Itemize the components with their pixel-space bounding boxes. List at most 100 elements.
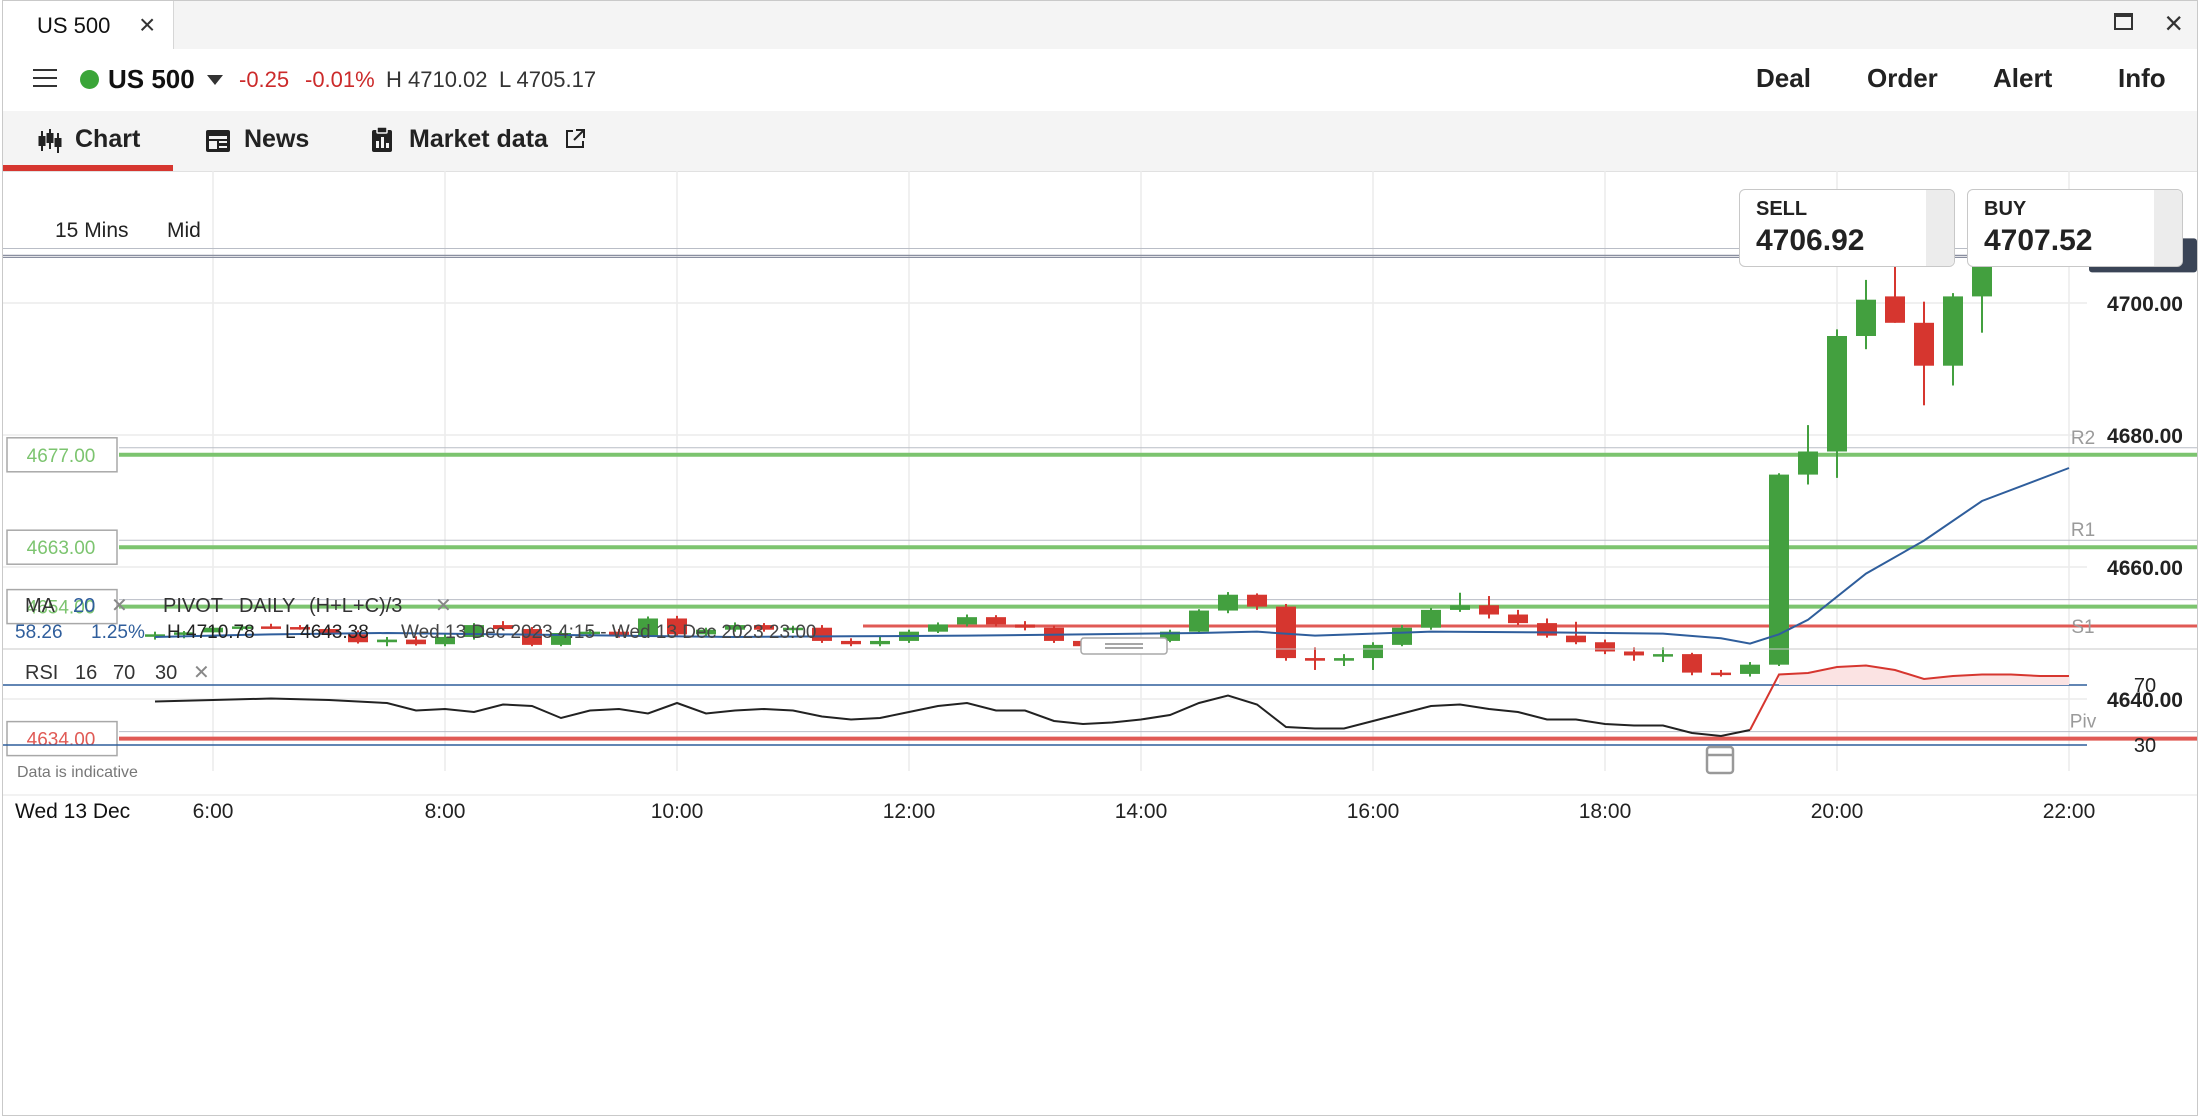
candle-down xyxy=(522,629,542,645)
deal-button[interactable]: Deal xyxy=(1756,63,1811,93)
candle-down xyxy=(406,639,426,645)
candle-up xyxy=(551,633,571,645)
candle-up xyxy=(1856,299,1876,336)
price-axis-label: 4640.00 xyxy=(2107,689,2183,712)
stats-pct: 1.25% xyxy=(91,622,145,643)
ma-line xyxy=(154,467,2070,645)
info-button[interactable]: Info xyxy=(2118,63,2166,93)
menu-icon[interactable] xyxy=(33,69,57,87)
chevron-down-icon[interactable] xyxy=(207,75,223,85)
ma-legend-period: 20 xyxy=(73,595,95,617)
rsi-axis-label: 30 xyxy=(2134,735,2156,757)
candle-down xyxy=(1595,642,1615,652)
candle-up xyxy=(1392,627,1412,645)
sell-button[interactable]: SELL 4706.92 xyxy=(1739,189,1955,267)
pivot-value-label: 4634.00 xyxy=(27,730,96,751)
pivot-level-name: R2 xyxy=(2071,428,2095,449)
pane-resize-handle[interactable] xyxy=(1080,637,1168,655)
time-axis-label: 16:00 xyxy=(1347,800,1400,823)
rsi-remove-icon[interactable]: ✕ xyxy=(193,662,210,684)
pivot-level-name: Piv xyxy=(2070,712,2097,733)
candle-down xyxy=(261,626,281,629)
instrument-name[interactable]: US 500 xyxy=(108,64,195,94)
pivot-value-tag xyxy=(6,720,118,757)
candle-up xyxy=(1740,664,1760,674)
candle-down xyxy=(812,627,832,641)
stats-high: H 4710.78 xyxy=(167,622,255,643)
candle-down xyxy=(1015,624,1035,628)
pivot-legend-formula: (H+L+C)/3 xyxy=(309,595,402,617)
candlestick-icon xyxy=(38,129,62,153)
pivot-value-label: 4663.00 xyxy=(27,538,96,559)
alert-button[interactable]: Alert xyxy=(1993,63,2053,93)
price-change: -0.25 xyxy=(239,67,290,92)
maximize-icon[interactable] xyxy=(2114,13,2133,30)
candle-up xyxy=(1363,644,1383,659)
stats-last: 58.26 xyxy=(15,622,63,643)
rsi-legend-period: 16 xyxy=(75,662,97,684)
candle-up xyxy=(232,626,252,629)
stats-range: Wed 13 Dec 2023 4:15 - Wed 13 Dec 2023 2… xyxy=(401,622,816,643)
candle-down xyxy=(609,631,629,637)
candle-down xyxy=(1914,322,1934,366)
pivot-label-s1: S1 xyxy=(2071,617,2094,638)
day-low: L 4705.17 xyxy=(499,67,597,92)
pivot-value-label: 4677.00 xyxy=(27,446,96,467)
pivot-remove-icon[interactable]: ✕ xyxy=(435,595,452,617)
interval-selector[interactable]: 15 Mins xyxy=(55,219,129,242)
candle-down xyxy=(1682,654,1702,673)
tab-market-data[interactable]: Market data xyxy=(409,125,548,153)
pivot-value-tag xyxy=(6,588,118,625)
candle-up xyxy=(725,625,745,630)
candle-up xyxy=(464,625,484,637)
external-link-icon[interactable] xyxy=(564,128,586,150)
ma-legend-label: MA xyxy=(25,595,56,617)
order-button[interactable]: Order xyxy=(1867,63,1938,93)
newspaper-icon xyxy=(206,130,230,152)
candle-down xyxy=(1566,635,1586,643)
time-axis-label: 22:00 xyxy=(2043,800,2096,823)
tab-news[interactable]: News xyxy=(244,125,310,153)
price-type-selector[interactable]: Mid xyxy=(167,219,201,242)
content-tabs: Chart News Market data xyxy=(3,111,2197,172)
active-tab-indicator xyxy=(3,165,173,171)
candle-up xyxy=(1827,336,1847,452)
date-label: Wed 13 Dec xyxy=(15,800,130,823)
candle-up xyxy=(638,618,658,637)
rsi-legend-lower: 30 xyxy=(155,662,177,684)
pivot-value-tag xyxy=(6,437,118,473)
candle-down xyxy=(754,625,774,630)
candle-up xyxy=(174,632,194,635)
clipboard-icon xyxy=(372,127,392,152)
candle-down xyxy=(290,627,310,630)
instrument-header: US 500 -0.25 -0.01% H 4710.02 L 4705.17 … xyxy=(3,49,2197,112)
candle-up xyxy=(696,629,716,635)
candle-up xyxy=(1189,610,1209,632)
buy-price: 4707.52 xyxy=(1984,224,2093,257)
tab-close-icon[interactable]: × xyxy=(139,9,156,40)
ma-remove-icon[interactable]: ✕ xyxy=(111,595,128,617)
candle-down xyxy=(841,640,861,645)
chart-area[interactable]: R3R24677.00R14663.004654.00Piv4634.00S14… xyxy=(3,170,2198,1116)
time-axis-label: 8:00 xyxy=(425,800,466,823)
window-tab[interactable]: US 500 × xyxy=(3,1,174,49)
candle-down xyxy=(1305,658,1325,661)
buy-button[interactable]: BUY 4707.52 xyxy=(1967,189,2183,267)
candle-down xyxy=(1508,614,1528,624)
pivot-legend-label: PIVOT xyxy=(163,595,223,617)
price-chart[interactable]: R3R24677.00R14663.004654.00Piv4634.00S14… xyxy=(3,170,2198,1116)
close-icon[interactable]: × xyxy=(2164,5,2183,41)
candle-down xyxy=(1479,605,1499,615)
candle-up xyxy=(1798,451,1818,475)
candle-down xyxy=(1885,296,1905,323)
price-change-pct: -0.01% xyxy=(305,67,375,92)
tab-chart[interactable]: Chart xyxy=(75,125,141,153)
window-tab-title: US 500 xyxy=(37,13,111,38)
candle-up xyxy=(1653,654,1673,657)
pivot-legend-period: DAILY xyxy=(239,595,295,617)
candle-up xyxy=(1218,594,1238,611)
time-axis-label: 14:00 xyxy=(1115,800,1168,823)
calendar-icon[interactable] xyxy=(1705,745,1735,775)
rsi-overbought-fill xyxy=(1779,665,2069,685)
